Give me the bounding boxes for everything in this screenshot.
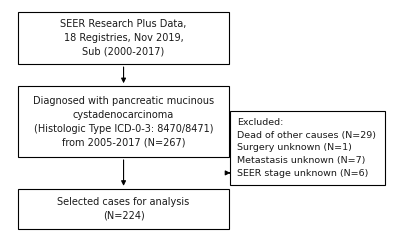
Text: SEER Research Plus Data,
18 Registries, Nov 2019,
Sub (2000-2017): SEER Research Plus Data, 18 Registries, …	[60, 19, 187, 57]
FancyBboxPatch shape	[18, 11, 230, 64]
FancyBboxPatch shape	[18, 189, 230, 229]
FancyBboxPatch shape	[230, 111, 385, 185]
Text: Selected cases for analysis
(N=224): Selected cases for analysis (N=224)	[58, 197, 190, 221]
FancyBboxPatch shape	[18, 86, 230, 157]
Text: Diagnosed with pancreatic mucinous
cystadenocarcinoma
(Histologic Type ICD-0-3: : Diagnosed with pancreatic mucinous cysta…	[33, 95, 214, 148]
Text: Excluded:
Dead of other causes (N=29)
Surgery unknown (N=1)
Metastasis unknown (: Excluded: Dead of other causes (N=29) Su…	[238, 118, 376, 178]
